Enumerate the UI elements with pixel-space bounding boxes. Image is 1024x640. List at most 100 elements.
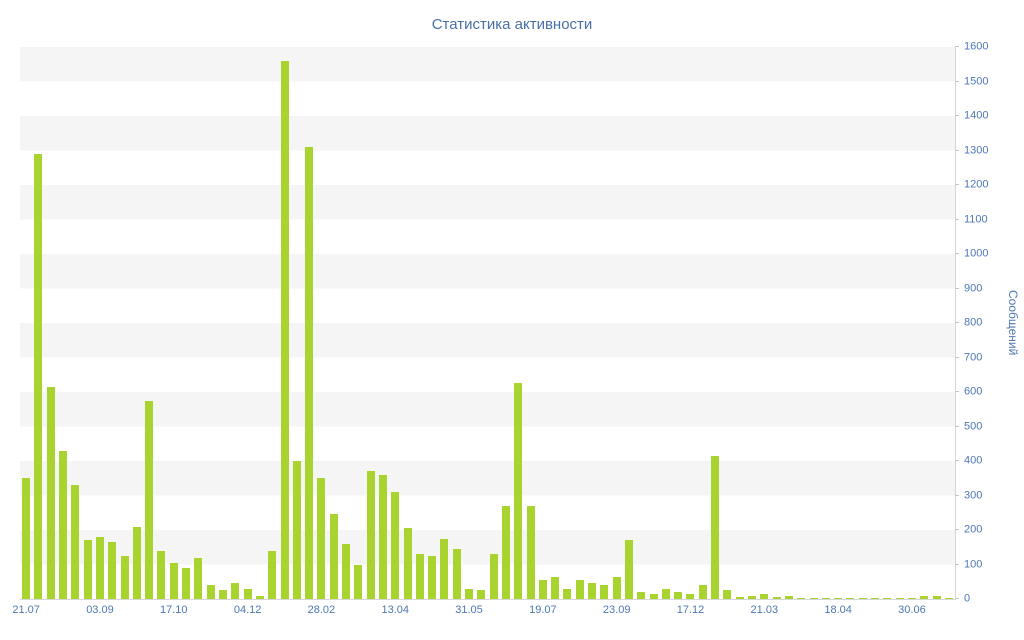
bar[interactable] (588, 583, 597, 599)
bar[interactable] (95, 536, 104, 599)
bar[interactable] (661, 588, 670, 599)
y-tick (955, 425, 959, 427)
bar[interactable] (600, 585, 609, 599)
y-tick (955, 563, 959, 565)
y-tick-label: 400 (964, 454, 983, 467)
bar[interactable] (686, 593, 695, 599)
bar[interactable] (834, 597, 843, 599)
y-tick-label: 0 (964, 592, 971, 605)
bar[interactable] (883, 598, 892, 599)
bar[interactable] (428, 555, 437, 599)
bar[interactable] (772, 597, 781, 599)
x-tick-label: 13.04 (381, 604, 409, 616)
bar[interactable] (895, 597, 904, 599)
bar[interactable] (637, 592, 646, 599)
bar[interactable] (218, 590, 227, 599)
y-tick (955, 287, 959, 289)
bar[interactable] (526, 505, 535, 599)
bar[interactable] (22, 478, 31, 599)
bar[interactable] (551, 576, 560, 599)
bar[interactable] (575, 580, 584, 599)
bar[interactable] (34, 153, 43, 599)
bar[interactable] (280, 60, 289, 599)
y-axis: 0 100 200 300 400 500 600 700 800 900 1000 1100 1200… (955, 41, 1007, 604)
bar[interactable] (342, 543, 351, 599)
bar[interactable] (907, 598, 916, 599)
bar[interactable] (563, 588, 572, 599)
bar[interactable] (378, 474, 387, 599)
bar[interactable] (612, 576, 621, 599)
bar[interactable] (514, 383, 523, 599)
bar[interactable] (920, 595, 929, 599)
bar[interactable] (255, 595, 264, 599)
bar[interactable] (169, 562, 178, 599)
y-tick-label: 1600 (964, 40, 989, 53)
bar[interactable] (797, 597, 806, 599)
y-tick (955, 184, 959, 185)
bar[interactable] (465, 588, 474, 599)
bar[interactable] (415, 554, 424, 599)
bar[interactable] (538, 580, 547, 599)
y-tick-label: 500 (964, 420, 983, 432)
bar[interactable] (711, 455, 720, 599)
bar[interactable] (243, 588, 252, 599)
bar[interactable] (366, 471, 375, 599)
x-tick-label: 17.12 (676, 604, 705, 616)
bar[interactable] (71, 485, 80, 599)
bar[interactable] (489, 554, 498, 599)
bar[interactable] (145, 400, 154, 599)
y-tick (955, 149, 959, 151)
bar[interactable] (624, 540, 633, 599)
x-tick-label: 18.04 (824, 604, 852, 616)
bar[interactable] (735, 597, 744, 599)
bar[interactable] (748, 595, 756, 599)
bar[interactable] (452, 548, 461, 599)
bar[interactable] (108, 542, 117, 599)
bar[interactable] (120, 555, 129, 599)
bar[interactable] (932, 596, 941, 599)
bar[interactable] (132, 526, 141, 599)
bar[interactable] (231, 583, 240, 599)
bar[interactable] (46, 386, 55, 599)
bar[interactable] (858, 598, 867, 599)
bar[interactable] (182, 567, 191, 599)
bar[interactable] (317, 478, 326, 599)
y-tick-label: 1500 (964, 75, 989, 87)
bar[interactable] (59, 450, 68, 599)
y-tick (955, 253, 959, 254)
y-tick (955, 598, 959, 599)
bar[interactable] (871, 597, 880, 599)
y-axis-title: Сообщений (1006, 290, 1020, 356)
bar[interactable] (674, 592, 683, 599)
y-tick-label: 1300 (964, 144, 989, 156)
bar[interactable] (268, 550, 277, 599)
bar[interactable] (846, 597, 855, 599)
bar[interactable] (292, 461, 301, 599)
bar[interactable] (194, 557, 203, 599)
bar[interactable] (354, 564, 363, 599)
y-tick (955, 529, 959, 530)
bar[interactable] (83, 540, 92, 599)
bar[interactable] (784, 596, 793, 599)
bar[interactable] (698, 585, 707, 599)
y-tick-label: 1000 (964, 247, 989, 260)
y-tick-label: 700 (964, 351, 983, 363)
bar[interactable] (305, 147, 314, 599)
bar[interactable] (157, 550, 166, 599)
bar[interactable] (760, 593, 769, 599)
x-tick-label: 19.07 (529, 604, 557, 616)
bar[interactable] (501, 505, 510, 599)
bar[interactable] (821, 597, 830, 599)
bar[interactable] (206, 585, 215, 599)
bar[interactable] (944, 597, 953, 599)
bar[interactable] (440, 538, 449, 599)
bar[interactable] (649, 593, 658, 599)
bar[interactable] (477, 590, 486, 599)
bar[interactable] (809, 597, 818, 599)
bar[interactable] (391, 492, 400, 599)
bar[interactable] (723, 590, 732, 599)
y-tick (955, 322, 959, 323)
x-tick-label: 23.09 (602, 604, 631, 616)
bar[interactable] (329, 514, 338, 599)
bar[interactable] (403, 528, 412, 599)
